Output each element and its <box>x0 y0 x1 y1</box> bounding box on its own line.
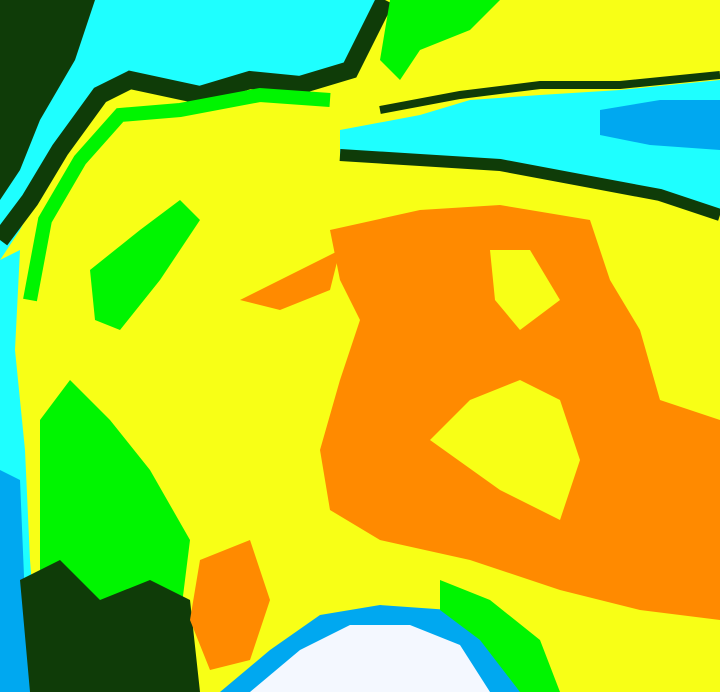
band-dark-green-right <box>339 149 720 221</box>
region-green-bottom-right <box>440 580 560 692</box>
region-yellow-inner-1 <box>430 380 580 520</box>
region-green-inner <box>90 200 200 330</box>
region-white-bottom <box>250 625 490 692</box>
region-cyan-top-left <box>0 0 385 260</box>
region-orange-bottom-left <box>190 540 270 670</box>
band-dark-green-edge <box>0 0 394 246</box>
region-dark-green-corner <box>0 0 95 200</box>
region-lightblue-right <box>600 100 720 150</box>
region-dark-green-left-streaks <box>20 560 200 692</box>
region-green-top-right <box>380 0 500 80</box>
band-green-edge <box>23 87 331 302</box>
region-yellow-inner-2 <box>490 250 560 330</box>
region-orange-left-arm <box>240 250 340 310</box>
band-dark-green-upper-right <box>379 71 720 114</box>
